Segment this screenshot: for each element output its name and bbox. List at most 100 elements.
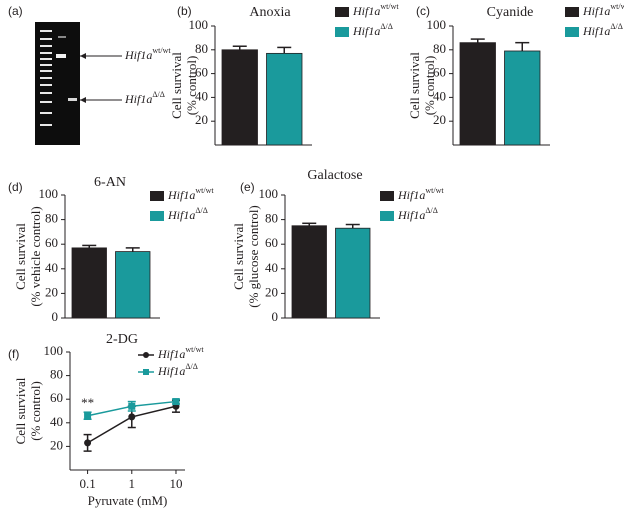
gel-band — [58, 36, 66, 38]
legend-swatch — [335, 27, 349, 37]
y-axis-label: Cell survival — [231, 223, 246, 290]
panel-label: (a) — [8, 4, 23, 18]
legend-swatch — [380, 211, 394, 221]
legend-sup: wt/wt — [380, 2, 399, 11]
legend-label: Hif1aΔ/Δ — [157, 362, 198, 378]
annotation: ** — [81, 395, 94, 410]
y-tick-label: 80 — [50, 367, 63, 382]
y-tick-label: 60 — [433, 65, 446, 80]
y-tick-label: 20 — [265, 284, 278, 299]
y-tick-label: 0 — [272, 309, 279, 324]
legend-swatch — [380, 191, 394, 201]
bar — [115, 251, 151, 319]
y-axis-label: (% control) — [184, 56, 199, 116]
panel-label: (d) — [8, 180, 23, 194]
y-tick-label: 80 — [433, 41, 446, 56]
y-tick-label: 60 — [265, 235, 278, 250]
legend-name: Hif1a — [397, 188, 425, 202]
point — [128, 402, 136, 410]
bar — [221, 49, 258, 146]
point — [172, 398, 180, 406]
point — [128, 413, 136, 421]
y-tick-label: 20 — [45, 284, 58, 299]
y-tick-label: 100 — [189, 17, 209, 32]
legend-name: Hif1a — [397, 208, 425, 222]
bar — [71, 247, 107, 319]
y-tick-label: 100 — [427, 17, 447, 32]
legend-sup: Δ/Δ — [425, 206, 438, 215]
arrow-head — [80, 53, 86, 59]
legend-name: Hif1a — [167, 188, 195, 202]
y-axis-label: (% vehicle control) — [28, 206, 43, 306]
legend-label: Hif1aΔ/Δ — [582, 22, 623, 38]
legend-sup: wt/wt — [195, 186, 214, 195]
x-tick-label: 1 — [129, 476, 136, 491]
panel-label: (c) — [416, 4, 430, 18]
legend-label: Hif1awt/wt — [582, 2, 624, 18]
y-tick-label: 20 — [433, 112, 446, 127]
y-axis-label: Cell survival — [13, 377, 28, 444]
y-tick-label: 80 — [45, 211, 58, 226]
legend-name: Hif1a — [167, 208, 195, 222]
y-axis-label: (% control) — [422, 56, 437, 116]
gel-band-label: Hif1awt/wt — [124, 46, 171, 62]
legend-sup: Δ/Δ — [195, 206, 208, 215]
legend-sup: Δ/Δ — [185, 362, 198, 371]
legend-label: Hif1awt/wt — [157, 345, 204, 361]
legend-label: Hif1awt/wt — [352, 2, 399, 18]
legend-sup: Δ/Δ — [380, 22, 393, 31]
chart-title: Galactose — [307, 168, 362, 183]
y-axis-label: Cell survival — [407, 52, 422, 119]
y-tick-label: 40 — [433, 88, 446, 103]
bar — [291, 225, 327, 319]
y-tick-label: 0 — [52, 309, 59, 324]
bar — [266, 52, 303, 146]
y-tick-label: 80 — [195, 41, 208, 56]
panel-label: (f) — [8, 347, 19, 361]
y-tick-label: 100 — [39, 186, 59, 201]
chart-title: 2-DG — [106, 332, 138, 347]
y-tick-label: 20 — [195, 112, 208, 127]
legend-swatch — [335, 7, 349, 17]
legend-swatch — [565, 27, 579, 37]
bar — [335, 227, 371, 319]
y-tick-label: 60 — [45, 235, 58, 250]
y-tick-label: 60 — [50, 390, 63, 405]
gel-band-label: Hif1aΔ/Δ — [124, 90, 165, 106]
gel-band — [56, 54, 66, 58]
y-axis-label: Cell survival — [13, 223, 28, 290]
y-tick-label: 80 — [265, 211, 278, 226]
legend-label: Hif1aΔ/Δ — [352, 22, 393, 38]
y-tick-label: 40 — [50, 414, 63, 429]
chart-title: Anoxia — [249, 5, 291, 20]
y-tick-label: 40 — [265, 260, 278, 275]
x-tick-label: 10 — [169, 476, 182, 491]
y-tick-label: 100 — [44, 343, 64, 358]
legend-name: Hif1a — [157, 347, 185, 361]
gel-image — [35, 22, 80, 145]
legend-swatch — [150, 211, 164, 221]
legend-sup: wt/wt — [610, 2, 624, 11]
gel-ladder — [40, 30, 52, 126]
arrow-head — [80, 97, 86, 103]
x-axis-label: Pyruvate (mM) — [88, 493, 168, 508]
point — [84, 439, 92, 447]
legend-name: Hif1a — [157, 364, 185, 378]
gel-band — [68, 98, 77, 101]
legend-marker — [143, 369, 149, 375]
legend-label: Hif1awt/wt — [167, 186, 214, 202]
y-axis-label: Cell survival — [169, 52, 184, 119]
legend-marker — [143, 352, 149, 358]
y-tick-label: 40 — [45, 260, 58, 275]
legend-name: Hif1a — [352, 24, 380, 38]
y-tick-label: 60 — [195, 65, 208, 80]
panel-label: (e) — [240, 180, 255, 194]
y-tick-label: 40 — [195, 88, 208, 103]
legend-name: Hif1a — [582, 24, 610, 38]
bar — [504, 50, 541, 146]
legend-label: Hif1aΔ/Δ — [397, 206, 438, 222]
panel-label: (b) — [177, 4, 192, 18]
y-tick-label: 100 — [259, 186, 279, 201]
legend-sup: wt/wt — [185, 345, 204, 354]
